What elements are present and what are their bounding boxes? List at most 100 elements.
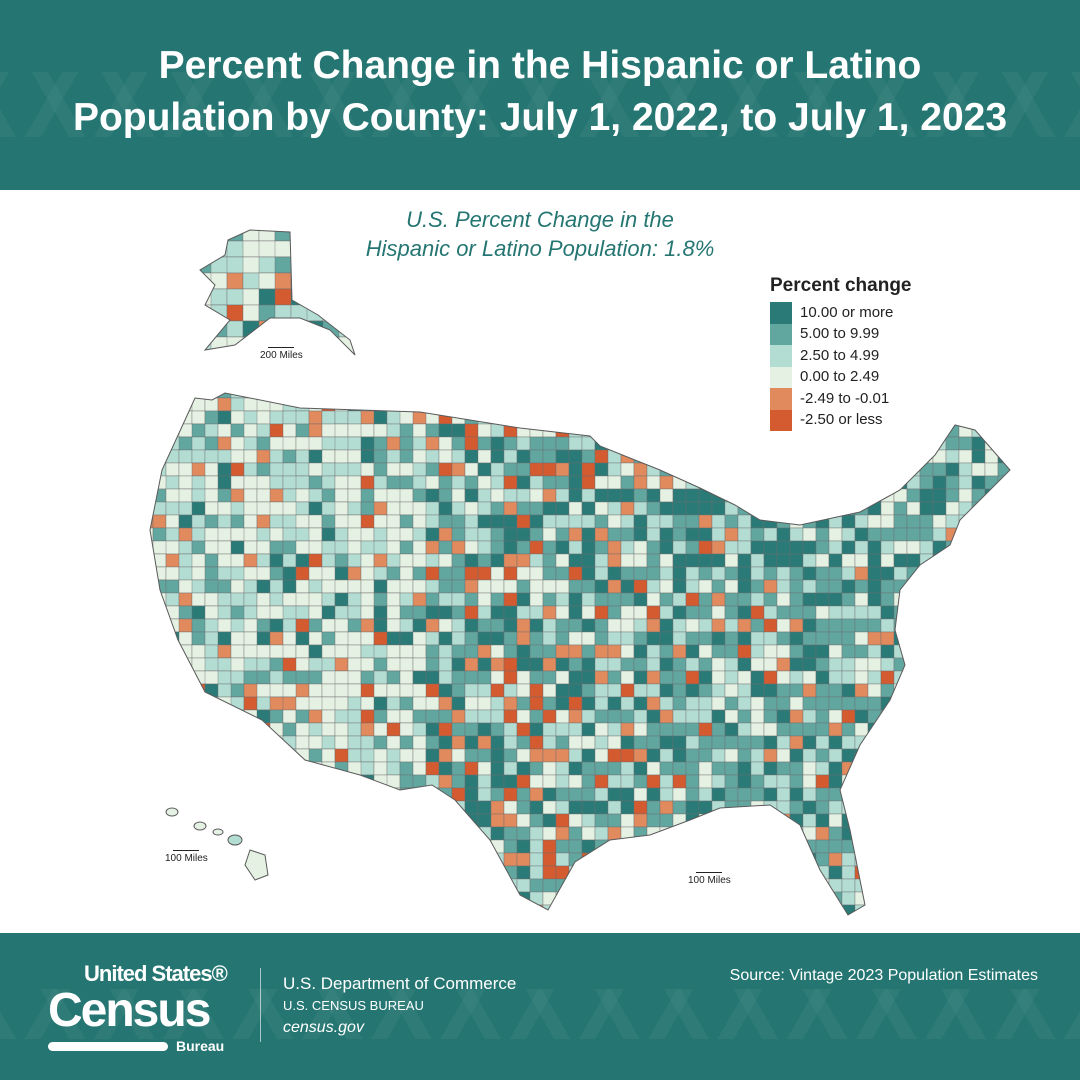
county: [854, 670, 869, 685]
county: [399, 566, 414, 581]
county: [373, 839, 388, 854]
county: [724, 592, 739, 607]
county: [230, 449, 245, 464]
legend-item: 0.00 to 2.49: [770, 366, 912, 388]
county: [984, 852, 999, 867]
county: [893, 501, 908, 516]
county: [880, 787, 895, 802]
census-bureau-logo[interactable]: United States® Census Bureau: [48, 962, 248, 1054]
county: [776, 488, 791, 503]
county: [542, 514, 557, 529]
county: [984, 904, 999, 915]
county: [607, 878, 622, 893]
county: [230, 735, 245, 750]
county: [490, 761, 505, 776]
county: [243, 423, 258, 438]
website-link[interactable]: census.gov: [283, 1019, 364, 1036]
county: [803, 918, 816, 931]
county: [854, 475, 869, 490]
county: [529, 514, 544, 529]
county: [633, 826, 648, 841]
county: [737, 397, 752, 412]
county: [243, 839, 271, 854]
county: [412, 475, 427, 490]
county: [338, 272, 355, 290]
county: [932, 423, 947, 438]
county: [672, 488, 687, 503]
county: [308, 787, 336, 802]
county: [685, 410, 700, 425]
county: [984, 579, 999, 594]
county: [620, 631, 635, 646]
county: [568, 813, 583, 828]
county: [581, 826, 596, 841]
county: [282, 393, 297, 399]
county: [477, 449, 492, 464]
county: [555, 735, 570, 750]
county: [672, 657, 687, 672]
county: [150, 904, 154, 915]
county: [204, 761, 232, 776]
county: [932, 865, 947, 880]
county: [451, 553, 466, 568]
county: [321, 393, 349, 399]
county: [737, 709, 752, 724]
county: [893, 592, 908, 607]
county: [633, 722, 648, 737]
county: [750, 891, 765, 906]
county: [698, 904, 713, 915]
county: [503, 852, 518, 867]
county: [256, 748, 271, 763]
county: [737, 527, 752, 542]
county: [178, 631, 193, 646]
county: [477, 553, 492, 568]
county: [841, 891, 856, 906]
county: [1011, 684, 1024, 697]
county: [802, 462, 817, 477]
county: [451, 514, 466, 529]
county: [360, 683, 375, 698]
county: [425, 397, 440, 412]
county: [646, 566, 661, 581]
county: [490, 878, 505, 893]
county: [776, 735, 791, 750]
county: [581, 397, 596, 412]
county: [555, 475, 570, 490]
county: [789, 826, 804, 841]
county: [763, 501, 778, 516]
county: [711, 462, 726, 477]
county: [893, 605, 908, 620]
county: [152, 722, 167, 737]
county: [200, 230, 228, 242]
county: [354, 288, 355, 306]
county: [880, 709, 895, 724]
county: [633, 761, 648, 776]
county: [306, 230, 340, 242]
county: [555, 800, 570, 815]
county: [503, 813, 518, 828]
county: [867, 761, 882, 776]
county: [230, 761, 258, 776]
county: [919, 735, 934, 750]
county: [776, 592, 791, 607]
county: [452, 918, 465, 931]
county: [867, 813, 882, 828]
county: [789, 878, 804, 893]
county: [672, 735, 687, 750]
county: [217, 475, 232, 490]
county: [776, 553, 791, 568]
county: [932, 670, 947, 685]
county: [815, 579, 830, 594]
county: [815, 683, 830, 698]
county: [932, 748, 947, 763]
county: [425, 787, 440, 802]
county: [919, 644, 934, 659]
county: [308, 393, 323, 399]
county: [150, 761, 154, 776]
county: [425, 462, 440, 477]
county: [217, 631, 232, 646]
county: [438, 787, 453, 802]
county: [659, 696, 674, 711]
county: [906, 735, 921, 750]
county: [178, 839, 206, 854]
